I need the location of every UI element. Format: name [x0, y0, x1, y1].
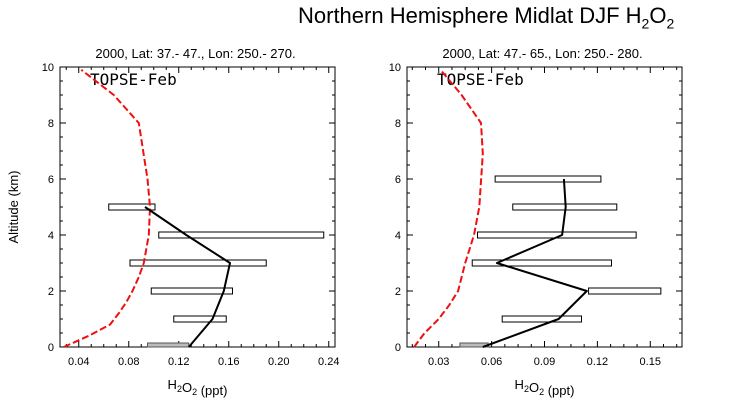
y-tick-label: 4 — [48, 230, 54, 242]
x-axis-label-subscript: 2 — [539, 387, 544, 397]
range-box — [471, 259, 612, 267]
chart-panel-left: 0 2 4 6 8 10 0.04 0.08 0.12 0.16 0.20 0.24 2000, Lat… — [6, 46, 339, 398]
x-axis-label-part: H — [515, 377, 524, 392]
chart-panel-right: 0 2 4 6 8 10 0.03 0.06 0.09 0.12 0.15 2000, Lat: 47… — [389, 46, 683, 398]
x-tick-label: 0.15 — [640, 356, 661, 368]
range-box — [129, 259, 267, 267]
x-tick-label: 0.12 — [587, 356, 608, 368]
x-axis-label-part: H — [168, 377, 177, 392]
range-box — [588, 287, 662, 295]
y-tick-label: 2 — [395, 286, 401, 298]
range-box — [108, 203, 156, 211]
y-tick-label: 4 — [395, 230, 401, 242]
x-axis-label-part: (ppt) — [544, 383, 574, 398]
x-tick-label: 0.24 — [318, 356, 339, 368]
range-box — [150, 287, 233, 295]
x-axis-label: H2O2 (ppt) — [515, 377, 575, 398]
page-title: Northern Hemisphere Midlat DJF H2O2 — [298, 3, 675, 32]
x-tick-label: 0.16 — [218, 356, 239, 368]
x-tick-label: 0.08 — [118, 356, 139, 368]
range-box — [501, 315, 583, 323]
x-axis-label-part: O — [182, 380, 192, 395]
y-tick-label: 0 — [48, 342, 54, 354]
y-tick-label: 10 — [389, 62, 401, 74]
x-axis-label-part: O — [529, 380, 539, 395]
legend-label: TOPSE-Feb — [90, 70, 177, 89]
x-axis-label-subscript: 2 — [192, 387, 197, 397]
range-box — [494, 175, 602, 183]
y-tick-label: 2 — [48, 286, 54, 298]
range-box — [158, 231, 325, 239]
plot-frame — [59, 66, 336, 348]
x-axis-label-subscript: 2 — [177, 384, 182, 394]
range-box — [173, 315, 227, 323]
panel-subtitle: 2000, Lat: 47.- 65., Lon: 250.- 280. — [442, 46, 642, 61]
x-tick-label: 0.20 — [268, 356, 289, 368]
y-tick-label: 8 — [395, 118, 401, 130]
range-box — [147, 342, 190, 348]
panel-subtitle: 2000, Lat: 37.- 47., Lon: 250.- 270. — [95, 46, 295, 61]
x-tick-label: 0.09 — [534, 356, 555, 368]
y-tick-label: 6 — [395, 174, 401, 186]
x-tick-label: 0.04 — [68, 356, 89, 368]
x-axis-label-part: (ppt) — [197, 383, 227, 398]
x-axis-label-subscript: 2 — [524, 384, 529, 394]
y-tick-label: 0 — [395, 342, 401, 354]
observation-profile-line — [482, 178, 588, 348]
model-profile-line — [63, 69, 151, 348]
x-tick-label: 0.12 — [168, 356, 189, 368]
x-tick-label: 0.03 — [428, 356, 449, 368]
observation-profile-line — [144, 206, 231, 348]
y-tick-label: 10 — [42, 62, 54, 74]
y-tick-label: 8 — [48, 118, 54, 130]
x-tick-label: 0.06 — [481, 356, 502, 368]
model-profile-line — [413, 69, 484, 348]
legend-label: TOPSE-Feb — [437, 70, 524, 89]
y-axis-label: Altitude (km) — [6, 171, 21, 244]
x-axis-label: H2O2 (ppt) — [168, 377, 228, 398]
y-tick-label: 6 — [48, 174, 54, 186]
